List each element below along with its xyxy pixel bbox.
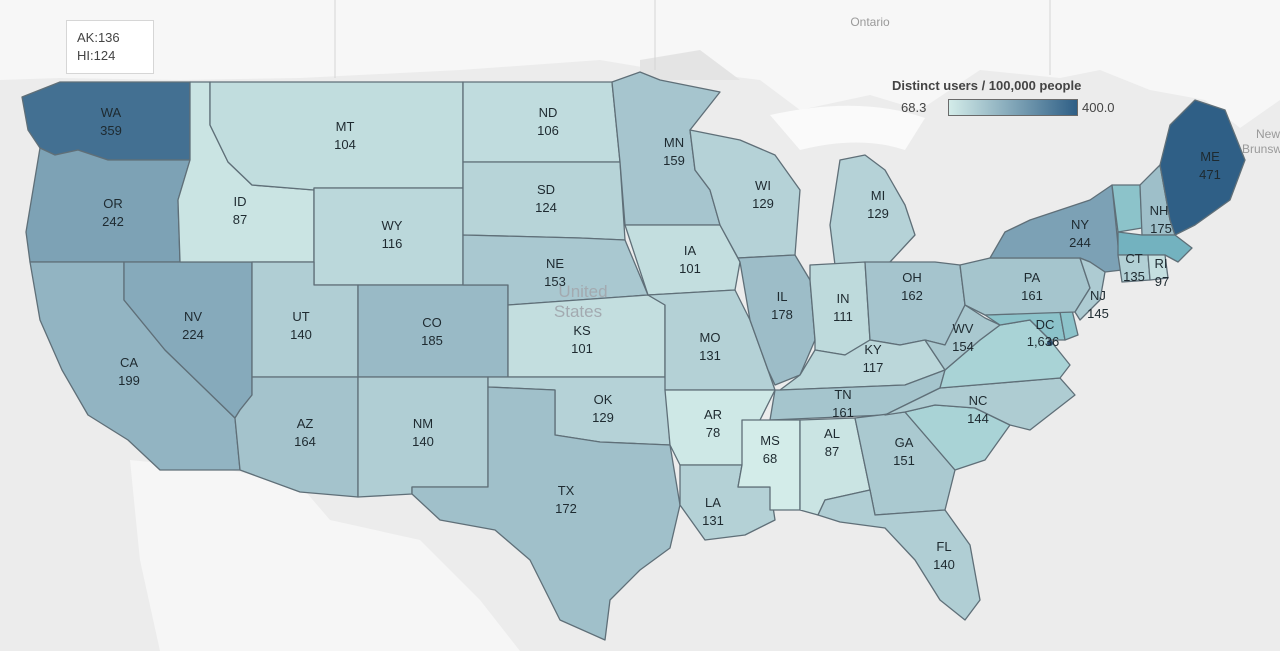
- place-new: New: [1256, 127, 1280, 141]
- place-states: States: [554, 302, 602, 321]
- legend-min: 68.3: [901, 100, 927, 115]
- state-ct[interactable]: [1117, 254, 1151, 283]
- state-me[interactable]: [1159, 99, 1246, 236]
- place-ontario: Ontario: [850, 15, 890, 29]
- ak-value: AK:136: [77, 30, 120, 45]
- state-wv[interactable]: [924, 304, 1001, 371]
- state-sd[interactable]: [462, 161, 626, 241]
- state-wy[interactable]: [313, 187, 464, 286]
- state-il[interactable]: [737, 254, 816, 386]
- legend-max: 400.0: [1082, 100, 1115, 115]
- basemap-labels: Ontario United States New Brunsw: [554, 15, 1280, 321]
- legend-title: Distinct users / 100,000 people: [892, 78, 1082, 93]
- place-brunsw: Brunsw: [1242, 142, 1280, 156]
- states: [21, 71, 1246, 641]
- state-or[interactable]: [25, 147, 191, 263]
- state-nj[interactable]: [1074, 257, 1106, 321]
- state-in[interactable]: [809, 261, 871, 356]
- state-nm[interactable]: [357, 376, 489, 498]
- legend-gradient-bar: [948, 99, 1078, 116]
- state-pa[interactable]: [959, 257, 1091, 316]
- state-co[interactable]: [357, 284, 509, 378]
- dc-marker[interactable]: [1047, 340, 1053, 346]
- state-fl[interactable]: [817, 489, 981, 621]
- state-ia[interactable]: [624, 224, 741, 296]
- state-wa[interactable]: [21, 81, 191, 161]
- color-legend: Distinct users / 100,000 people 68.3 400…: [888, 78, 1138, 118]
- state-mi[interactable]: [829, 154, 916, 266]
- state-nd[interactable]: [462, 81, 621, 163]
- hi-value: HI:124: [77, 48, 116, 63]
- state-oh[interactable]: [864, 261, 966, 346]
- ak-hi-box: AK:136 HI:124: [66, 20, 154, 74]
- state-mt[interactable]: [209, 81, 464, 191]
- place-united: United: [558, 282, 607, 301]
- state-tx[interactable]: [411, 386, 681, 641]
- state-vt[interactable]: [1111, 184, 1143, 233]
- legend-scale: 68.3 400.0: [888, 98, 1138, 118]
- state-ri[interactable]: [1147, 254, 1169, 281]
- state-mo[interactable]: [647, 289, 776, 391]
